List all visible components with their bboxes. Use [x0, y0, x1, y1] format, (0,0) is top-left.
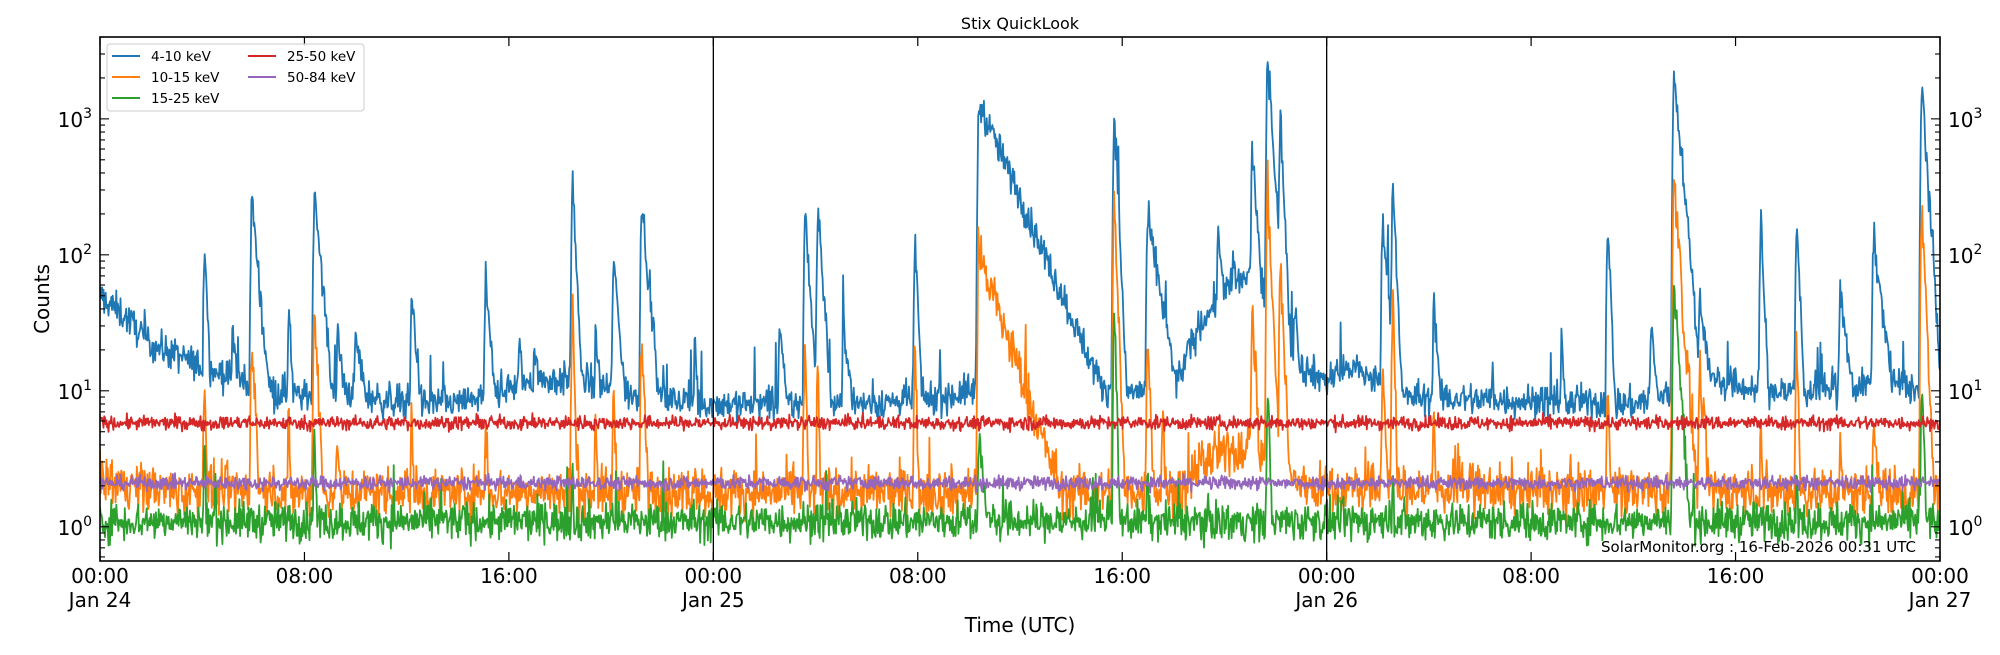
series-line-4-10-kev: [100, 61, 1940, 426]
y-tick-base: 10: [58, 108, 83, 132]
y-tick-base: 10: [1948, 244, 1973, 268]
y-tick-exponent: 3: [83, 106, 92, 122]
x-tick-label: 16:00: [480, 564, 538, 588]
y-tick-exponent: 2: [83, 242, 92, 258]
x-tick-label: 08:00: [276, 564, 334, 588]
plot-frame: [99, 36, 1941, 562]
y-tick-base: 10: [1948, 516, 1973, 540]
y-tick-base: 10: [58, 380, 83, 404]
y-tick-label: 103: [58, 106, 92, 132]
x-tick-date-label: Jan 24: [67, 588, 132, 612]
legend-label: 50-84 keV: [287, 70, 356, 86]
legend-entry: 4-10 keV: [112, 49, 212, 65]
legend-label: 25-50 keV: [287, 49, 356, 65]
legend-entry: 10-15 keV: [112, 70, 220, 86]
legend: 4-10 keV 10-15 keV 15-25 keV 25-50 keV 50-84…: [106, 43, 365, 112]
y-tick-exponent: 0: [1973, 514, 1982, 530]
y-tick-base: 10: [1948, 108, 1973, 132]
series-line-15-25-kev: [100, 284, 1940, 550]
x-tick-label: 00:00: [685, 564, 743, 588]
series-line-25-50-kev: [100, 411, 1940, 434]
legend-label: 15-25 keV: [151, 91, 220, 107]
series-line-10-15-kev: [100, 159, 1940, 529]
y-tick-label-right: 101: [1948, 378, 1982, 404]
x-tick-label: 08:00: [889, 564, 947, 588]
y-tick-label: 101: [58, 378, 92, 404]
x-tick-date-label: Jan 27: [1907, 588, 1972, 612]
x-tick-label: 16:00: [1707, 564, 1765, 588]
y-tick-label-right: 103: [1948, 106, 1982, 132]
y-tick-label-right: 100: [1948, 514, 1982, 540]
legend-label: 10-15 keV: [151, 70, 220, 86]
legend-box: [106, 43, 365, 112]
y-tick-label-right: 102: [1948, 242, 1982, 268]
x-tick-label: 16:00: [1093, 564, 1151, 588]
legend-entry: 50-84 keV: [248, 70, 356, 86]
y-tick-exponent: 0: [83, 514, 92, 530]
x-tick-label: 00:00: [1298, 564, 1356, 588]
x-axis-label: Time (UTC): [964, 613, 1076, 637]
chart-title: Stix QuickLook: [961, 14, 1080, 33]
series-line-50-84-kev: [100, 472, 1940, 494]
x-tick-date-label: Jan 26: [1293, 588, 1358, 612]
y-tick-exponent: 1: [83, 378, 92, 394]
legend-entry: 25-50 keV: [248, 49, 356, 65]
x-tick-label: 00:00: [71, 564, 129, 588]
x-tick-label: 08:00: [1502, 564, 1560, 588]
y-tick-label: 102: [58, 242, 92, 268]
y-axis-label: Counts: [30, 264, 54, 334]
x-tick-label: 00:00: [1911, 564, 1969, 588]
y-tick-base: 10: [58, 244, 83, 268]
y-tick-base: 10: [58, 516, 83, 540]
legend-label: 4-10 keV: [151, 49, 212, 65]
y-tick-label: 100: [58, 514, 92, 540]
timestamp-annotation: SolarMonitor.org : 16-Feb-2026 00:31 UTC: [1601, 538, 1916, 556]
y-tick-exponent: 2: [1973, 242, 1982, 258]
series-layer: [100, 61, 1940, 550]
y-tick-exponent: 1: [1973, 378, 1982, 394]
day-lines: [712, 37, 1328, 561]
x-tick-date-label: Jan 25: [680, 588, 745, 612]
y-tick-exponent: 3: [1973, 106, 1982, 122]
legend-entry: 15-25 keV: [112, 91, 220, 107]
y-tick-base: 10: [1948, 380, 1973, 404]
